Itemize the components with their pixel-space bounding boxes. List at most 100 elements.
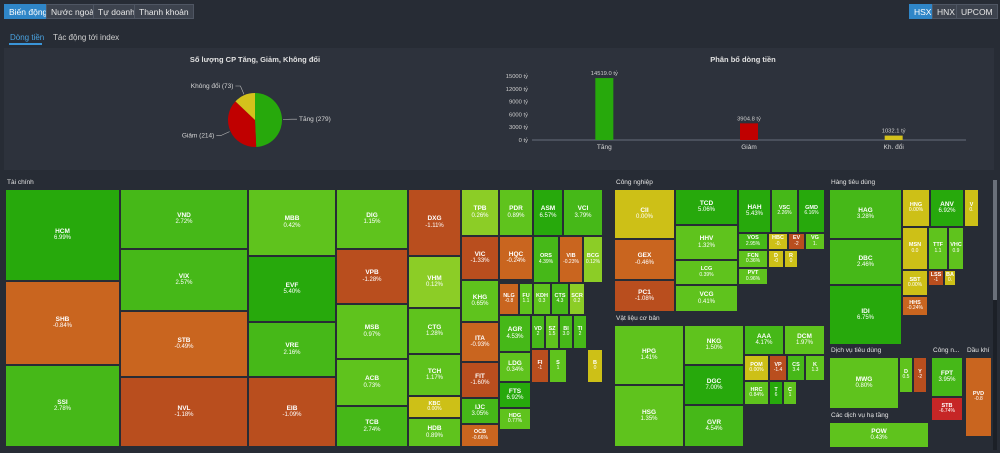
stock-tile-d[interactable]: D -0	[768, 250, 784, 268]
stock-tile-lss[interactable]: LSS -1	[928, 270, 944, 286]
stock-tile-ors[interactable]: ORS 4.39%	[533, 236, 559, 283]
stock-tile-hhs[interactable]: HHS -0.24%	[902, 296, 928, 316]
stock-tile-hpg[interactable]: HPG 1.41%	[614, 325, 684, 385]
stock-tile-idi[interactable]: IDI 6.75%	[829, 285, 902, 345]
stock-tile-tch[interactable]: TCH 1.17%	[408, 354, 461, 396]
stock-tile-agr[interactable]: AGR 4.53%	[499, 315, 531, 352]
stock-tile-tcd[interactable]: TCD 5.06%	[675, 189, 738, 225]
stock-tile-gmd[interactable]: GMD 6.16%	[798, 189, 825, 233]
tab-thanh-khoan[interactable]: Thanh khoản	[134, 4, 194, 19]
stock-tile-vhm[interactable]: VHM 0.12%	[408, 256, 461, 308]
stock-tile-gex[interactable]: GEX -0.46%	[614, 239, 675, 280]
stock-tile-stb[interactable]: STB -0.49%	[120, 311, 248, 377]
stock-tile-hsg[interactable]: HSG 1.35%	[614, 385, 684, 447]
stock-tile-vsc[interactable]: VSC 2.26%	[771, 189, 798, 233]
scrollbar-thumb[interactable]	[993, 180, 997, 300]
stock-tile-hdb[interactable]: HDB 0.89%	[408, 418, 461, 447]
stock-tile-vp[interactable]: VP -1.4	[769, 355, 787, 381]
stock-tile-stb[interactable]: STB -6.74%	[931, 397, 963, 421]
stock-tile-cs[interactable]: CS 3.4	[787, 355, 805, 381]
stock-tile-d[interactable]: D 0.5	[899, 357, 913, 393]
stock-tile-mbb[interactable]: MBB 0.42%	[248, 189, 336, 256]
stock-tile-pc1[interactable]: PC1 -1.08%	[614, 280, 675, 312]
stock-tile-vd[interactable]: VD 2	[531, 315, 545, 349]
stock-tile-ssi[interactable]: SSI 2.78%	[5, 365, 120, 447]
stock-tile-gvr[interactable]: GVR 4.54%	[684, 405, 744, 447]
stock-tile-kdh[interactable]: KDH 0.3	[533, 283, 551, 315]
stock-tile-fi[interactable]: FI -1	[531, 349, 549, 383]
stock-tile-hbc[interactable]: HBC -0.	[768, 233, 788, 250]
stock-tile-sbt[interactable]: SBT 0.00%	[902, 270, 928, 296]
stock-tile-khg[interactable]: KHG 0.65%	[461, 280, 499, 322]
stock-tile-ctg[interactable]: CTG 1.28%	[408, 308, 461, 354]
stock-tile-msb[interactable]: MSB 0.97%	[336, 304, 408, 359]
stock-tile-hag[interactable]: HAG 3.28%	[829, 189, 902, 239]
stock-tile-eib[interactable]: EIB -1.09%	[248, 377, 336, 447]
stock-tile-vpb[interactable]: VPB -1.28%	[336, 249, 408, 304]
stock-tile-tcb[interactable]: TCB 2.74%	[336, 406, 408, 447]
tab-tu-doanh[interactable]: Tự doanh	[93, 4, 140, 19]
stock-tile-ba[interactable]: BA 0.	[944, 270, 956, 286]
stock-tile-msn[interactable]: MSN 0.0	[902, 227, 928, 270]
stock-tile-kbc[interactable]: KBC 0.00%	[408, 396, 461, 418]
stock-tile-vic[interactable]: VIC -1.33%	[461, 236, 499, 280]
stock-tile-v[interactable]: V 0.	[964, 189, 979, 227]
stock-tile-dgc[interactable]: DGC 7.00%	[684, 365, 744, 405]
stock-tile-y[interactable]: Y -2	[913, 357, 927, 393]
stock-tile-ti[interactable]: TI 2	[573, 315, 587, 349]
stock-tile-cii[interactable]: CII 0.00%	[614, 189, 675, 239]
stock-tile-dxg[interactable]: DXG -1.11%	[408, 189, 461, 256]
stock-tile-dig[interactable]: DIG 1.15%	[336, 189, 408, 249]
stock-tile-pow[interactable]: POW 0.43%	[829, 422, 929, 448]
stock-tile-pvt[interactable]: PVT 0.96%	[738, 268, 768, 285]
stock-tile-ev[interactable]: EV -2	[788, 233, 805, 250]
stock-tile-fu[interactable]: FU 1.1	[519, 283, 533, 315]
stock-tile-bi[interactable]: BI 3.0	[559, 315, 573, 349]
stock-tile-aaa[interactable]: AAA 4.17%	[744, 325, 784, 355]
stock-tile-hcm[interactable]: HCM 6.99%	[5, 189, 120, 281]
stock-tile-hqc[interactable]: HQC -0.24%	[499, 236, 533, 280]
stock-tile-pvd[interactable]: PVD -0.8	[965, 357, 992, 437]
stock-tile-vib[interactable]: VIB -0.23%	[559, 236, 583, 283]
stock-tile-anv[interactable]: ANV 6.92%	[930, 189, 964, 227]
stock-tile-acb[interactable]: ACB 0.73%	[336, 359, 408, 406]
stock-tile-sz[interactable]: SZ 1.5	[545, 315, 559, 349]
stock-tile-bcg[interactable]: BCG 0.12%	[583, 236, 603, 283]
stock-tile-hah[interactable]: HAH 5.43%	[738, 189, 771, 233]
stock-tile-nkg[interactable]: NKG 1.50%	[684, 325, 744, 365]
stock-tile-evf[interactable]: EVF 5.40%	[248, 256, 336, 322]
stock-tile-hdg[interactable]: HDG 0.77%	[499, 408, 531, 430]
stock-tile-ttf[interactable]: TTF 1.1	[928, 227, 948, 270]
subtab-tac-dong[interactable]: Tác động tới index	[53, 33, 120, 42]
stock-tile-vix[interactable]: VIX 2.57%	[120, 249, 248, 311]
stock-tile-vci[interactable]: VCI 3.79%	[563, 189, 603, 236]
stock-tile-vhc[interactable]: VHC 0.9	[948, 227, 964, 270]
stock-tile-dcm[interactable]: DCM 1.97%	[784, 325, 825, 355]
stock-tile-ita[interactable]: ITA -0.93%	[461, 322, 499, 362]
stock-tile-k[interactable]: K 1.3	[805, 355, 825, 381]
stock-tile-vos[interactable]: VOS 2.95%	[738, 233, 768, 250]
stock-tile-vg[interactable]: VG 1.	[805, 233, 825, 250]
stock-tile-fit[interactable]: FIT -1.60%	[461, 362, 499, 398]
stock-tile-fpt[interactable]: FPT 3.95%	[931, 357, 963, 397]
stock-tile-tpb[interactable]: TPB 0.26%	[461, 189, 499, 236]
stock-tile-pom[interactable]: POM 0.00%	[744, 355, 769, 381]
exchange-upcom[interactable]: UPCOM	[956, 4, 998, 19]
stock-tile-nlg[interactable]: NLG -0.8	[499, 283, 519, 315]
stock-tile-vnd[interactable]: VND 2.72%	[120, 189, 248, 249]
stock-tile-ocb[interactable]: OCB -0.66%	[461, 424, 499, 447]
stock-tile-hrc[interactable]: HRC 0.84%	[744, 381, 769, 405]
stock-tile-vcg[interactable]: VCG 0.41%	[675, 285, 738, 312]
stock-tile-ijc[interactable]: IJC 3.05%	[461, 398, 499, 424]
stock-tile-vre[interactable]: VRE 2.16%	[248, 322, 336, 377]
subtab-dong-tien[interactable]: Dòng tiền	[10, 33, 45, 42]
stock-tile-lcg[interactable]: LCG 0.39%	[675, 260, 738, 285]
stock-tile-pdr[interactable]: PDR 0.89%	[499, 189, 533, 236]
stock-tile-mwg[interactable]: MWG 0.80%	[829, 357, 899, 409]
stock-tile-cts[interactable]: CTS 4.3	[551, 283, 569, 315]
